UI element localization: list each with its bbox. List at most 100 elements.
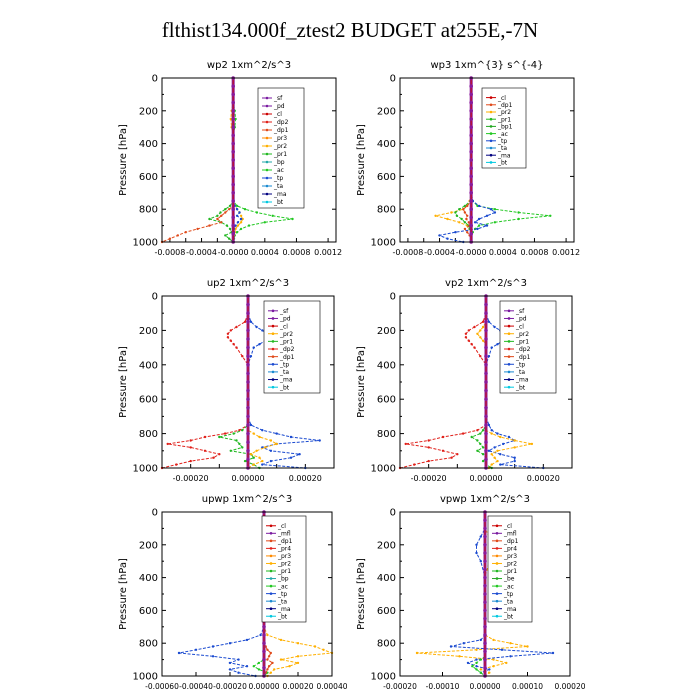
zero-line-marker <box>262 633 266 637</box>
x-tick-label: 0.0004 <box>489 248 517 257</box>
data-point-dp1 <box>266 658 269 661</box>
series-line-tp <box>178 512 265 677</box>
legend-label: _pr2 <box>515 331 529 338</box>
data-point-tp <box>228 668 232 671</box>
data-point-tp <box>485 224 489 227</box>
data-point-tp <box>488 668 491 671</box>
data-point-dp1 <box>267 665 271 668</box>
zero-line-marker <box>469 166 473 170</box>
data-point-dp2 <box>232 343 235 346</box>
data-point-pr1 <box>243 459 247 463</box>
data-point-pr1 <box>232 432 235 435</box>
data-point-dp2 <box>229 339 232 342</box>
legend-label: _pd <box>279 316 291 323</box>
data-point-ac <box>493 221 497 224</box>
x-tick-label: -0.0000 <box>218 248 249 257</box>
data-point-pr1 <box>238 442 241 446</box>
zero-line-marker <box>483 584 487 588</box>
zero-line-marker <box>484 328 488 333</box>
zero-line-marker <box>469 92 473 97</box>
y-tick-label: 800 <box>139 639 158 650</box>
data-point-pr2 <box>490 463 493 466</box>
data-point-tp <box>289 456 293 459</box>
legend-label: _pd <box>515 316 527 323</box>
legend-marker <box>495 614 499 618</box>
legend-label: _tp <box>515 361 525 368</box>
data-point-ac <box>235 204 239 208</box>
legend-label: _pr1 <box>279 339 293 346</box>
series-line-dp1 <box>161 78 234 243</box>
data-point-pr1 <box>481 446 485 449</box>
legend-label: _mfl <box>503 531 517 538</box>
data-point-dp1 <box>220 214 223 217</box>
data-point-ac <box>517 211 520 214</box>
data-point-pr2 <box>530 442 534 446</box>
legend-marker <box>271 309 275 313</box>
x-tick-label: 0.0008 <box>520 248 548 257</box>
data-point-pr1 <box>235 439 238 442</box>
legend-label: _ma <box>273 191 287 198</box>
data-point-pr2 <box>458 221 461 224</box>
data-point-dp2 <box>226 332 230 335</box>
data-point-tp <box>245 665 249 668</box>
data-point-dp2 <box>441 435 445 439</box>
data-point-ac <box>252 665 255 668</box>
zero-line-marker <box>484 354 488 359</box>
legend-label: _tp <box>279 361 289 368</box>
data-point-dp2 <box>235 325 238 329</box>
zero-line-marker <box>469 158 473 162</box>
data-point-dp2 <box>166 442 169 446</box>
data-point-dp2 <box>427 459 430 463</box>
data-point-dp2 <box>470 343 473 346</box>
zero-line-marker <box>231 125 235 129</box>
data-point-dp1 <box>465 217 468 221</box>
legend-marker <box>265 96 269 100</box>
zero-line-marker <box>246 337 250 341</box>
zero-line-marker <box>469 223 473 228</box>
data-point-pr2 <box>239 221 243 224</box>
data-point-pr2 <box>481 339 485 342</box>
chart-panel-vpwp: vpwp 1xm^2/s^3 Pressure [hPa] 0 200 400 600 80… <box>356 494 586 691</box>
zero-line-marker <box>484 337 488 341</box>
legend-box <box>263 300 321 394</box>
legend-label: _bp <box>273 159 285 166</box>
data-point-pr2 <box>493 456 496 459</box>
data-point-tp <box>487 355 491 358</box>
y-tick-label: 1000 <box>371 672 396 683</box>
data-point-dp2 <box>203 435 207 439</box>
y-axis-label: Pressure [hPa] <box>356 124 367 196</box>
data-point-tp <box>194 648 198 651</box>
data-point-ac <box>517 217 520 221</box>
data-point-pr2 <box>458 655 461 658</box>
legend-marker <box>495 584 499 588</box>
legend-label: _ta <box>279 369 289 376</box>
data-point-tp <box>496 343 499 346</box>
legend-label: _sf <box>273 95 283 102</box>
x-tick-label: -0.0004 <box>186 248 217 257</box>
legend-label: _ac <box>273 167 284 174</box>
data-point-tp <box>259 633 262 637</box>
data-point-pr2 <box>288 665 291 668</box>
zero-line-marker <box>483 559 487 563</box>
data-point-dp2 <box>404 442 407 446</box>
x-tick-label: 0.0012 <box>552 248 580 257</box>
data-point-pr2 <box>434 214 437 217</box>
legend-label: _ta <box>497 145 507 152</box>
data-point-tp <box>462 642 465 645</box>
data-point-pr2 <box>479 668 482 671</box>
legend-label: _sf <box>515 308 525 315</box>
legend-marker <box>495 592 499 595</box>
data-point-ac <box>255 211 259 214</box>
data-point-tp <box>261 429 264 432</box>
data-point-pr2 <box>258 435 261 439</box>
series-line-pr1 <box>207 78 234 243</box>
zero-line-marker <box>483 608 487 613</box>
legend-label: _ma <box>279 377 293 384</box>
legend-marker <box>489 146 493 150</box>
data-point-pr2 <box>252 463 255 466</box>
legend-marker <box>507 340 511 343</box>
plot-frame <box>399 77 575 243</box>
zero-line-marker <box>469 141 473 146</box>
chart-panel-wp3: wp3 1xm^{3} s^{-4} Pressure [hPa] 0 200 400 6… <box>356 60 580 257</box>
data-point-pr1 <box>224 208 227 211</box>
